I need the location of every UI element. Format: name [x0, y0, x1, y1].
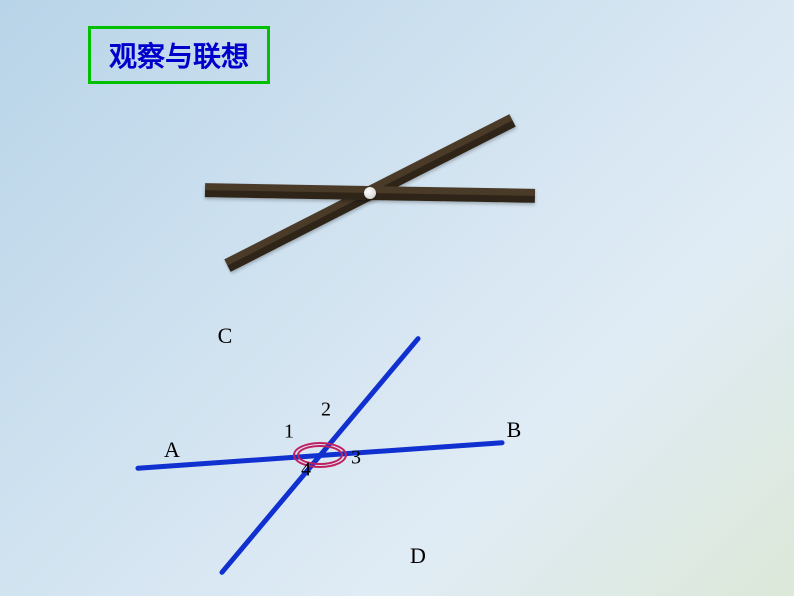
angle-4: 4 [301, 459, 311, 482]
pivot-dot [364, 187, 376, 199]
title-text: 观察与联想 [109, 41, 249, 72]
label-d: D [410, 543, 426, 569]
title-box: 观察与联想 [88, 26, 270, 84]
angle-1: 1 [284, 421, 294, 444]
label-c: C [218, 323, 233, 349]
label-a: A [164, 437, 180, 463]
angle-3: 3 [351, 447, 361, 470]
label-b: B [507, 417, 522, 443]
angle-2: 2 [321, 399, 331, 422]
